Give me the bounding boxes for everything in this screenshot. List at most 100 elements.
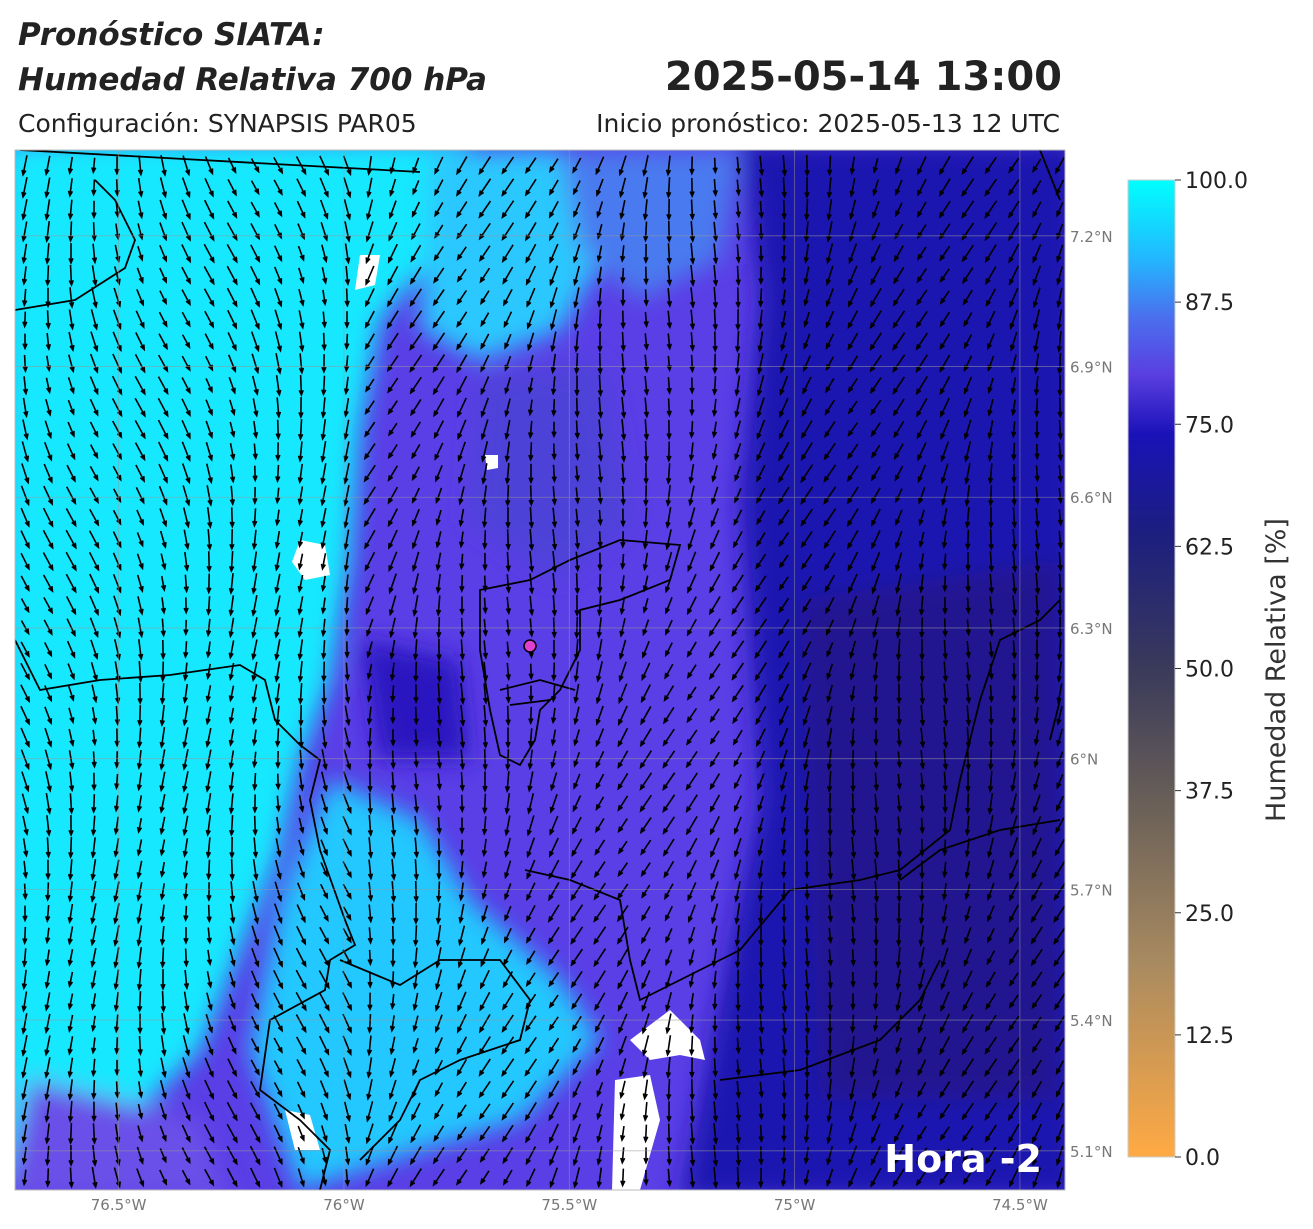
wind-arrow <box>366 685 373 703</box>
wind-arrow <box>596 1124 603 1144</box>
wind-arrow <box>826 1146 834 1166</box>
wind-arrow <box>872 1015 879 1033</box>
wind-arrow <box>134 397 146 418</box>
wind-arrow <box>228 377 236 395</box>
wind-arrow <box>1057 617 1063 640</box>
wind-arrow <box>91 729 97 747</box>
wind-arrow <box>873 815 880 837</box>
wind-arrow <box>916 289 928 306</box>
wind-arrow <box>344 684 351 704</box>
wind-arrow <box>894 1103 904 1121</box>
wind-arrow <box>712 331 718 353</box>
wind-arrow <box>847 287 858 308</box>
wind-arrow <box>850 881 857 903</box>
wind-arrow <box>181 1169 191 1186</box>
wind-arrow <box>42 529 54 550</box>
wind-arrow <box>42 574 54 593</box>
wind-arrow <box>502 266 514 285</box>
wind-arrow <box>320 618 327 638</box>
wind-arrow <box>160 947 166 969</box>
wind-arrow <box>183 1013 190 1035</box>
wind-arrow <box>916 178 927 197</box>
wind-arrow <box>571 838 583 857</box>
wind-arrow <box>412 573 419 595</box>
wind-arrow <box>479 1170 490 1185</box>
wind-arrow <box>597 374 604 398</box>
wind-arrow <box>573 244 581 264</box>
wind-arrow <box>892 398 905 417</box>
wind-arrow <box>387 1168 399 1188</box>
wind-arrow <box>895 1014 902 1034</box>
wind-arrow <box>44 727 53 748</box>
wind-arrow <box>228 573 235 595</box>
wind-arrow <box>596 178 604 197</box>
wind-arrow <box>1032 287 1041 309</box>
wind-arrow <box>22 905 28 923</box>
wind-arrow <box>689 1145 696 1167</box>
wind-arrow <box>801 420 813 440</box>
wind-arrow <box>504 793 511 815</box>
wind-arrow <box>297 639 304 661</box>
wind-arrow <box>20 727 30 749</box>
wind-arrow <box>21 1079 28 1101</box>
wind-arrow <box>1011 442 1017 462</box>
wind-arrow <box>478 1103 491 1120</box>
wind-arrow <box>871 551 881 573</box>
wind-arrow <box>457 969 467 991</box>
wind-arrow <box>595 728 605 748</box>
wind-arrow <box>919 795 925 813</box>
wind-arrow <box>758 200 764 220</box>
wind-arrow <box>159 530 167 550</box>
wind-arrow <box>228 550 235 574</box>
wind-arrow <box>321 640 327 660</box>
wind-arrow <box>113 838 120 858</box>
wind-arrow <box>987 441 994 463</box>
wind-arrow <box>985 288 997 307</box>
wind-arrow <box>918 531 925 548</box>
wind-arrow <box>896 925 902 948</box>
wind-arrow <box>1008 904 1019 923</box>
wind-arrow <box>412 639 419 661</box>
lat-tick-label: 5.4°N <box>1070 1012 1113 1030</box>
wind-arrow <box>572 1038 582 1053</box>
wind-arrow <box>343 177 352 199</box>
wind-arrow <box>1032 180 1042 196</box>
wind-arrow <box>44 949 51 967</box>
wind-arrow <box>549 793 558 814</box>
wind-arrow <box>1008 179 1020 197</box>
wind-arrow <box>1057 419 1063 441</box>
wind-arrow <box>273 1146 283 1166</box>
wind-arrow <box>548 1102 560 1122</box>
wind-arrow <box>640 706 652 726</box>
wind-arrow <box>457 441 467 463</box>
wind-arrow <box>643 440 649 464</box>
wind-arrow <box>433 398 445 418</box>
wind-arrow <box>735 969 741 991</box>
wind-arrow <box>159 244 168 263</box>
wind-arrow <box>918 925 925 947</box>
wind-arrow <box>296 925 307 946</box>
wind-arrow <box>596 1146 603 1166</box>
wind-arrow <box>501 1124 514 1143</box>
wind-arrow <box>596 245 603 263</box>
wind-arrow <box>160 969 166 991</box>
wind-arrow <box>803 333 811 350</box>
wind-arrow <box>43 619 53 636</box>
wind-arrow <box>643 419 650 441</box>
wind-arrow <box>896 816 903 836</box>
wind-arrow <box>778 509 790 526</box>
wind-arrow <box>1008 972 1019 987</box>
wind-arrow <box>735 1037 741 1055</box>
wind-arrow <box>663 685 675 703</box>
wind-arrow <box>456 1081 467 1098</box>
wind-arrow <box>181 1147 191 1165</box>
wind-arrow <box>206 904 212 924</box>
wind-arrow <box>1056 244 1064 263</box>
wind-arrow <box>481 485 488 507</box>
wind-arrow <box>688 926 696 945</box>
wind-arrow <box>849 1057 856 1079</box>
wind-arrow <box>826 1123 833 1145</box>
wind-arrow <box>872 1058 879 1078</box>
wind-arrow <box>804 969 811 991</box>
wind-arrow <box>205 837 212 859</box>
